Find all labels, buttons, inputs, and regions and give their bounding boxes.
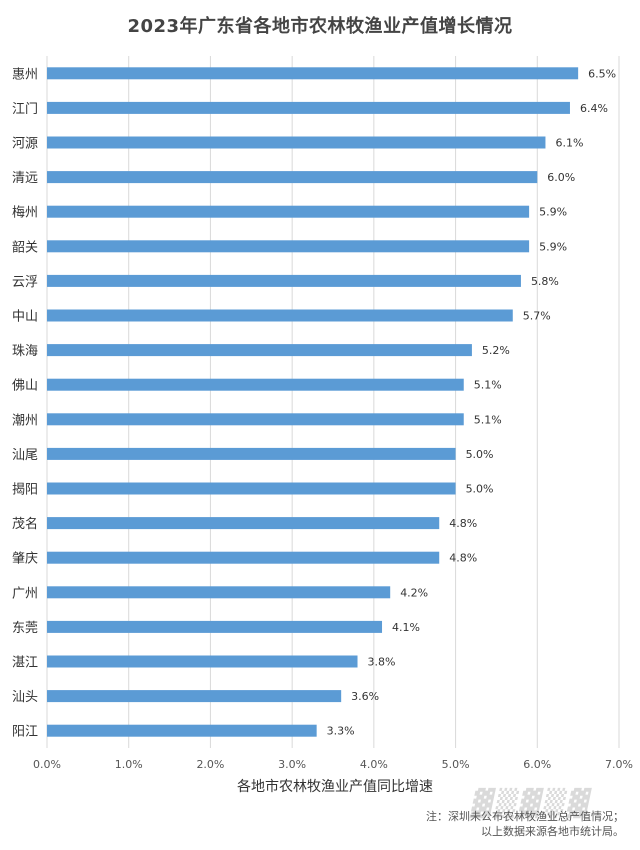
data-label: 5.1% <box>474 379 502 392</box>
watermark: ▓▒▓▒▓ <box>464 786 623 827</box>
source-note-2: 以上数据来源各地市统计局。 <box>481 825 624 838</box>
bar <box>47 171 538 184</box>
bar <box>47 378 464 391</box>
bar <box>47 67 579 80</box>
data-label: 5.1% <box>474 413 502 426</box>
bar <box>47 205 530 218</box>
category-label: 云浮 <box>12 275 38 290</box>
svg-text:▓▒▓▒▓: ▓▒▓▒▓ <box>469 787 596 819</box>
x-axis-ticks: 0.0% 1.0% 2.0% 3.0% 4.0% 5.0% 6.0% 7.0% <box>33 758 633 771</box>
category-label: 惠州 <box>12 67 38 82</box>
source-note-1: 注：深圳未公布农林牧渔业总产值情况； <box>426 810 624 823</box>
bar <box>47 517 440 530</box>
bar <box>47 482 456 495</box>
data-label: 3.6% <box>351 690 379 703</box>
category-label: 潮州 <box>12 413 38 428</box>
data-label: 4.2% <box>400 586 428 599</box>
category-label: 阳江 <box>12 725 38 740</box>
data-label: 5.9% <box>539 206 567 219</box>
data-label: 6.4% <box>580 102 608 115</box>
bar-layer <box>47 67 579 737</box>
data-label: 5.8% <box>531 275 559 288</box>
data-label: 5.9% <box>539 240 567 253</box>
bar <box>47 344 472 357</box>
category-label: 揭阳 <box>12 483 38 498</box>
x-tick-label: 4.0% <box>360 758 388 771</box>
data-label: 6.1% <box>555 137 583 150</box>
bar <box>47 724 317 737</box>
bar <box>47 101 570 114</box>
category-label: 清远 <box>12 171 38 186</box>
data-label: 4.1% <box>392 621 420 634</box>
bar <box>47 551 440 564</box>
category-label: 佛山 <box>12 379 38 394</box>
bar <box>47 413 464 426</box>
data-label: 3.8% <box>368 656 396 669</box>
grid-layer <box>46 56 620 748</box>
bar <box>47 620 383 633</box>
bar <box>47 447 456 460</box>
x-tick-label: 2.0% <box>196 758 224 771</box>
x-tick-label: 6.0% <box>523 758 551 771</box>
category-label: 肇庆 <box>12 552 38 567</box>
category-label: 梅州 <box>12 206 38 221</box>
category-label: 湛江 <box>12 656 38 671</box>
value-labels: 6.5% 6.4% 6.1% 6.0% 5.9% 5.9% 5.8% 5.7% 5.2% 5.1%… <box>327 67 616 737</box>
category-label: 汕尾 <box>12 448 38 463</box>
x-tick-label: 0.0% <box>33 758 61 771</box>
bar <box>47 586 391 599</box>
category-label: 东莞 <box>12 621 38 636</box>
x-tick-label: 5.0% <box>442 758 470 771</box>
category-label: 中山 <box>12 310 38 325</box>
bar <box>47 240 530 253</box>
category-label: 韶关 <box>12 239 38 255</box>
category-label: 汕头 <box>12 690 38 705</box>
data-label: 6.5% <box>588 67 616 80</box>
chart-title: 2023年广东省各地市农林牧渔业产值增长情况 <box>127 16 513 37</box>
data-label: 4.8% <box>449 517 477 530</box>
data-label: 5.0% <box>466 448 494 461</box>
bar <box>47 274 521 287</box>
data-label: 6.0% <box>547 171 575 184</box>
watermark-logo: ▓▒▓▒▓ <box>469 787 596 819</box>
category-label: 江门 <box>12 102 38 117</box>
x-tick-label: 7.0% <box>605 758 633 771</box>
category-label: 河源 <box>12 137 38 152</box>
bar <box>47 690 342 703</box>
bar <box>47 309 513 322</box>
x-tick-label: 3.0% <box>278 758 306 771</box>
data-label: 5.0% <box>466 483 494 496</box>
x-axis-label: 各地市农林牧渔业产值同比增速 <box>237 779 433 795</box>
data-label: 5.7% <box>523 310 551 323</box>
category-label: 珠海 <box>12 344 38 359</box>
x-tick-label: 1.0% <box>115 758 143 771</box>
category-label: 广州 <box>12 586 38 601</box>
category-label: 茂名 <box>12 516 38 532</box>
data-label: 4.8% <box>449 552 477 565</box>
bar <box>47 655 358 668</box>
data-label: 5.2% <box>482 344 510 357</box>
data-label: 3.3% <box>327 725 355 738</box>
bar <box>47 136 546 149</box>
